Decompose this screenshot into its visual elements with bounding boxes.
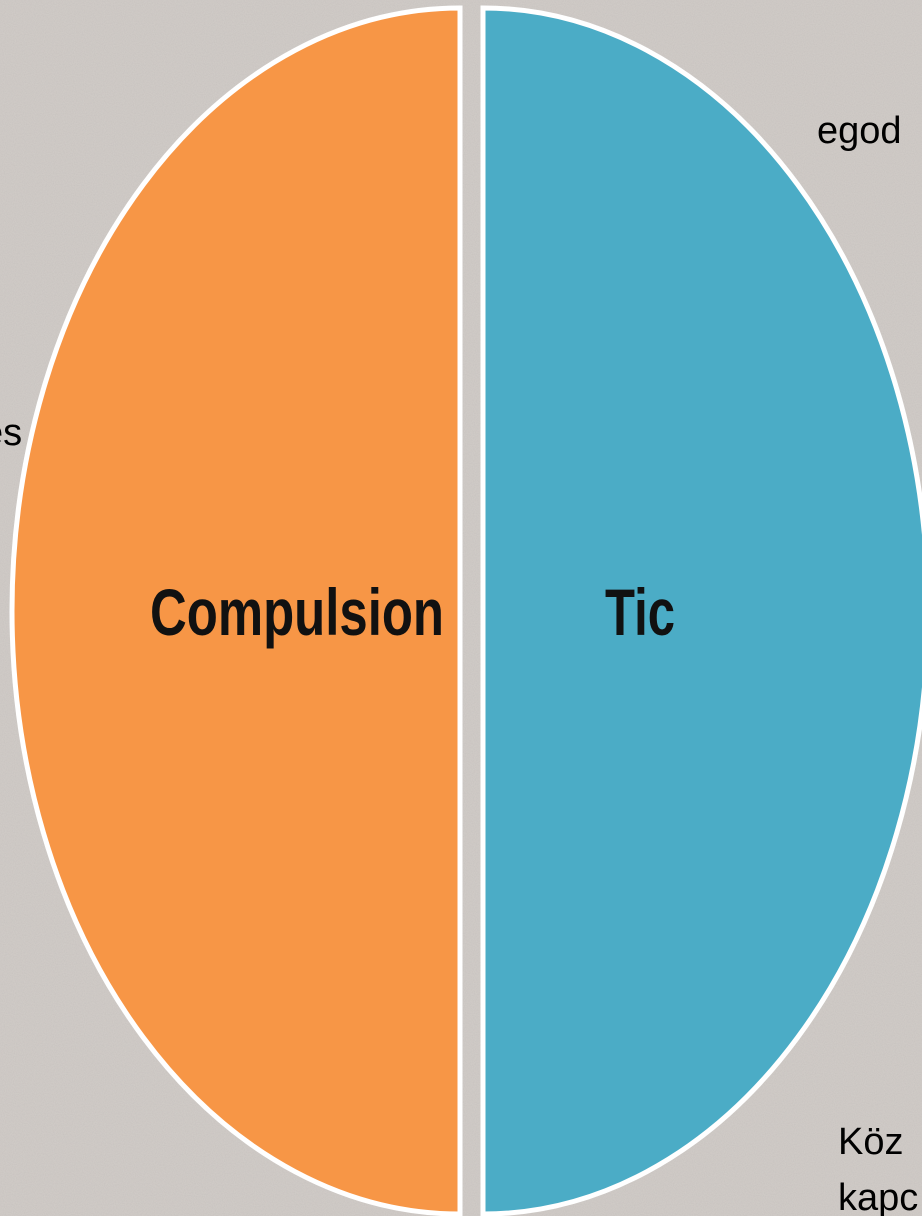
text-fragment: egod — [817, 110, 902, 152]
text-fragment: és — [0, 412, 22, 454]
right-half — [480, 5, 922, 1216]
text-fragment: kapc — [838, 1177, 918, 1216]
left-label: Compulsion — [150, 575, 444, 649]
right-label: Tic — [605, 575, 675, 649]
text-fragment: Köz — [838, 1121, 903, 1163]
left-half — [9, 5, 463, 1216]
